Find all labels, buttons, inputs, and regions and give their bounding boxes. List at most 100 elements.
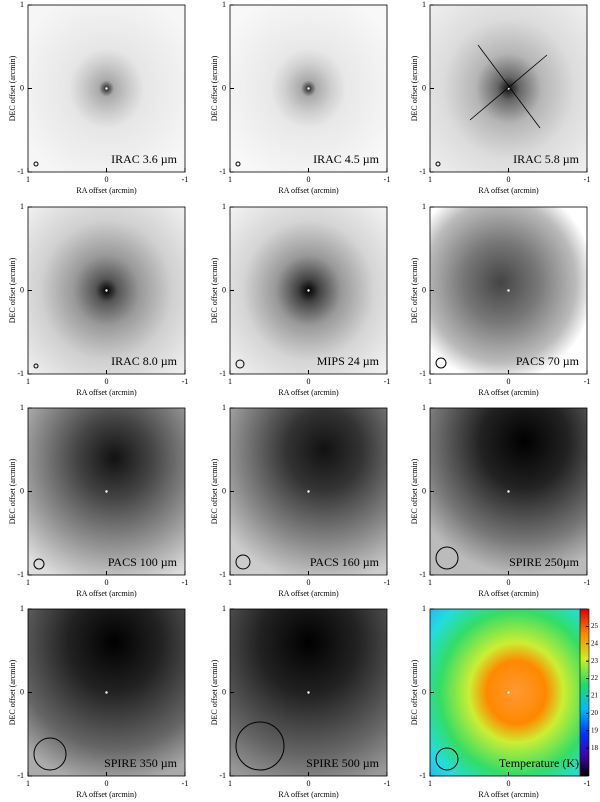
- y-tick-label: -1: [219, 570, 226, 579]
- beam: [33, 558, 45, 570]
- y-tick-label: -1: [219, 369, 226, 378]
- colorbar-tick-label: 24: [591, 639, 599, 647]
- y-tick-label: 0: [20, 486, 24, 495]
- x-tick-label: 1: [26, 578, 30, 587]
- y-tick-label: -1: [419, 167, 426, 176]
- x-tick-label: 1: [428, 779, 432, 788]
- panel-label: IRAC 3.6 µm: [111, 152, 178, 166]
- x-tick-label: -1: [584, 578, 591, 587]
- x-axis-label: RA offset (arcmin): [478, 388, 539, 397]
- x-axis-label: RA offset (arcmin): [76, 790, 137, 799]
- y-tick-label: 0: [20, 83, 24, 92]
- y-tick-label: 0: [422, 83, 426, 92]
- beam: [235, 359, 245, 369]
- colorbar-tick-label: 18: [591, 744, 599, 752]
- y-axis-label: DEC offset (arcmin): [210, 458, 219, 524]
- y-axis-label: DEC offset (arcmin): [8, 257, 17, 323]
- beam: [33, 363, 39, 369]
- x-tick-label: 1: [228, 377, 232, 386]
- x-tick-label: 1: [428, 377, 432, 386]
- x-tick-label: 1: [228, 779, 232, 788]
- y-tick-label: -1: [17, 570, 24, 579]
- beam: [33, 737, 67, 771]
- colorbar-tick-label: 22: [591, 674, 599, 682]
- beam: [435, 161, 441, 167]
- x-axis-label: RA offset (arcmin): [76, 589, 137, 598]
- y-tick-label: -1: [219, 771, 226, 780]
- panel-label: MIPS 24 µm: [317, 354, 380, 368]
- x-tick-label: -1: [584, 377, 591, 386]
- x-tick-label: 1: [228, 578, 232, 587]
- y-tick-label: 1: [222, 604, 226, 613]
- source-position: [307, 691, 310, 694]
- y-tick-label: 1: [422, 202, 426, 211]
- panel-label: PACS 70 µm: [516, 354, 580, 368]
- beam: [235, 721, 285, 771]
- y-tick-label: 1: [20, 202, 24, 211]
- axis-marker: [477, 44, 541, 129]
- x-axis-label: RA offset (arcmin): [478, 790, 539, 799]
- y-tick-label: 1: [422, 0, 426, 9]
- x-tick-label: 0: [507, 377, 511, 386]
- beam: [435, 747, 459, 771]
- beam: [33, 161, 39, 167]
- beam: [435, 357, 447, 369]
- axis-marker: [469, 54, 548, 121]
- panel-label: Temperature (K): [499, 756, 579, 770]
- x-axis-label: RA offset (arcmin): [76, 388, 137, 397]
- y-axis-label: DEC offset (arcmin): [210, 257, 219, 323]
- source-position: [307, 490, 310, 493]
- x-tick-label: -1: [384, 175, 391, 184]
- y-tick-label: 1: [422, 403, 426, 412]
- y-axis-label: DEC offset (arcmin): [410, 55, 419, 121]
- x-tick-label: -1: [182, 377, 189, 386]
- colorbar-tick-label: 19: [591, 726, 599, 734]
- panel-label: SPIRE 500 µm: [306, 756, 380, 770]
- x-tick-label: -1: [584, 779, 591, 788]
- y-tick-label: 1: [20, 604, 24, 613]
- x-axis-label: RA offset (arcmin): [278, 186, 339, 195]
- y-tick-label: -1: [219, 167, 226, 176]
- beam: [435, 546, 459, 570]
- x-tick-label: 0: [105, 578, 109, 587]
- panel-label: PACS 100 µm: [108, 555, 178, 569]
- source-position: [307, 289, 310, 292]
- x-tick-label: -1: [584, 175, 591, 184]
- panel-label: SPIRE 250µm: [509, 555, 580, 569]
- x-tick-label: 0: [307, 377, 311, 386]
- panel-label: PACS 160 µm: [310, 555, 380, 569]
- panel-label: IRAC 4.5 µm: [313, 152, 380, 166]
- source-position: [507, 490, 510, 493]
- x-tick-label: 1: [228, 175, 232, 184]
- y-tick-label: -1: [17, 369, 24, 378]
- y-tick-label: -1: [419, 570, 426, 579]
- colorbar-tick-label: 25: [591, 622, 599, 630]
- y-tick-label: 0: [422, 687, 426, 696]
- colorbar-tick-label: 23: [591, 657, 599, 665]
- y-axis-label: DEC offset (arcmin): [8, 55, 17, 121]
- source-position: [507, 691, 510, 694]
- x-tick-label: 1: [26, 779, 30, 788]
- x-tick-label: 1: [428, 578, 432, 587]
- y-axis-label: DEC offset (arcmin): [410, 659, 419, 725]
- source-position: [105, 87, 108, 90]
- x-tick-label: 0: [105, 779, 109, 788]
- x-tick-label: 0: [307, 578, 311, 587]
- y-axis-label: DEC offset (arcmin): [8, 659, 17, 725]
- x-tick-label: 0: [507, 175, 511, 184]
- y-axis-label: DEC offset (arcmin): [210, 659, 219, 725]
- source-position: [307, 87, 310, 90]
- colorbar-tick-label: 20: [591, 709, 599, 717]
- x-tick-label: -1: [182, 779, 189, 788]
- y-axis-label: DEC offset (arcmin): [210, 55, 219, 121]
- y-tick-label: 0: [222, 687, 226, 696]
- y-tick-label: 0: [222, 83, 226, 92]
- x-tick-label: 0: [307, 779, 311, 788]
- y-axis-label: DEC offset (arcmin): [410, 257, 419, 323]
- y-tick-label: 0: [20, 687, 24, 696]
- y-tick-label: 1: [222, 403, 226, 412]
- x-axis-label: RA offset (arcmin): [278, 388, 339, 397]
- beam: [235, 161, 241, 167]
- x-tick-label: -1: [384, 377, 391, 386]
